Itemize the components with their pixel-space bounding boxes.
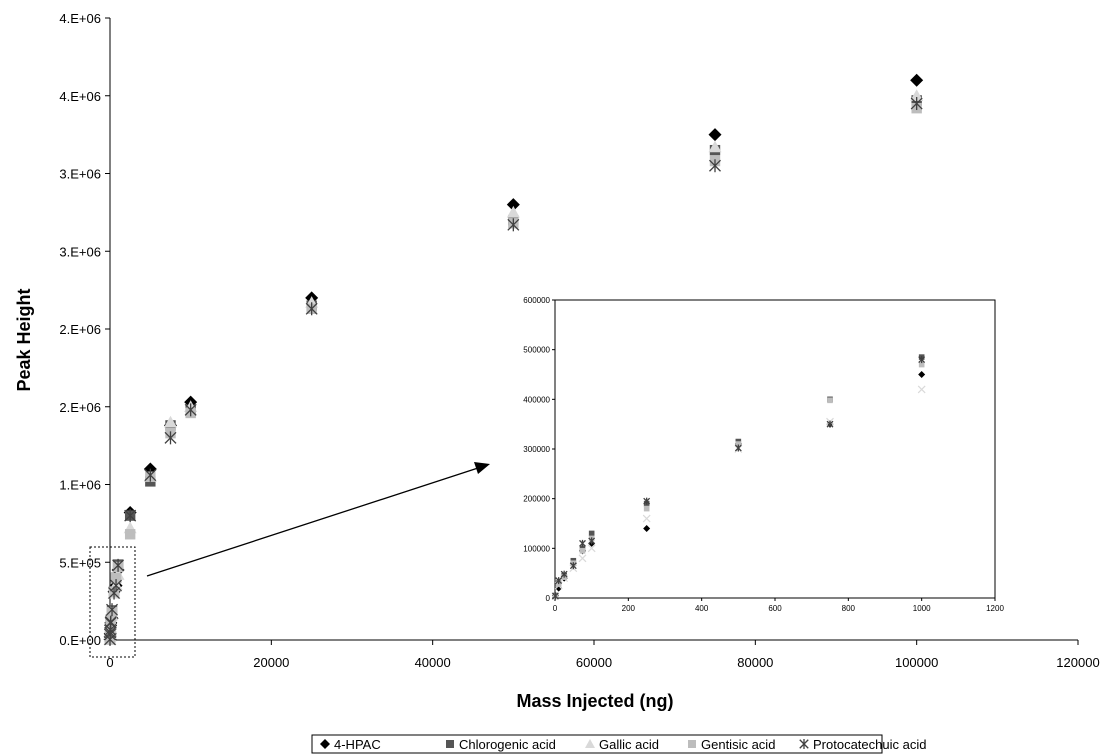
legend-entry-label: Gallic acid (599, 737, 659, 752)
legend-entry-label: 4-HPAC (334, 737, 381, 752)
inset-data-point (643, 524, 651, 532)
inset-x-tick-label: 1200 (986, 604, 1004, 613)
x-tick-label: 120000 (1056, 655, 1099, 670)
y-tick-label: 3.E+06 (59, 167, 101, 182)
legend-marker (799, 739, 809, 749)
data-point (184, 403, 197, 417)
inset-x-tick-label: 400 (695, 604, 709, 613)
y-tick-label: 5.E+05 (59, 555, 101, 570)
data-point (106, 603, 119, 617)
x-axis-title: Mass Injected (ng) (516, 691, 673, 711)
data-point (124, 509, 137, 523)
legend-entry-label: Gentisic acid (701, 737, 775, 752)
zoom-region-box (89, 546, 136, 658)
data-point (108, 586, 121, 600)
legend: 4-HPAC Chlorogenic acid Gallic acid Gentisi… (311, 734, 926, 754)
inset-data-point (579, 539, 586, 547)
inset-data-point (569, 562, 577, 570)
inset-y-tick-label: 300000 (523, 445, 550, 454)
inset-data-point (588, 530, 595, 537)
data-point (124, 529, 136, 540)
zoom-arrow (146, 462, 490, 577)
x-tick-label: 80000 (737, 655, 773, 670)
data-point (110, 579, 123, 593)
inset-y-tick-label: 400000 (523, 395, 550, 404)
legend-marker (446, 740, 454, 748)
arrow-head (474, 462, 490, 474)
y-tick-label: 4.E+06 (59, 11, 101, 26)
inset-y-tick-label: 200000 (523, 495, 550, 504)
data-point (164, 431, 177, 445)
main-tick-labels: 0.E+00 5.E+05 1.E+06 2.E+06 2.E+06 3.E+06 3.E+… (59, 11, 1099, 670)
inset-x-tick-label: 800 (842, 604, 856, 613)
data-point (164, 415, 177, 428)
inset-data-point (560, 570, 568, 578)
inset-y-tick-label: 500000 (523, 346, 550, 355)
inset-data-point (588, 537, 596, 545)
y-tick-label: 1.E+06 (59, 478, 101, 493)
inset-data-point (735, 441, 742, 447)
data-point (910, 73, 924, 87)
inset-data-point (734, 444, 742, 452)
inset-data-point (918, 361, 925, 368)
data-point (110, 572, 122, 584)
inset-data-point (587, 544, 596, 553)
data-point (112, 558, 125, 572)
inset-data-point (643, 497, 651, 505)
y-tick-label: 0.E+00 (59, 633, 101, 648)
legend-marker (320, 739, 330, 749)
x-tick-label: 0 (106, 655, 113, 670)
y-tick-label: 2.E+06 (59, 400, 101, 415)
inset-data-point (579, 548, 586, 554)
main-data-points (103, 73, 924, 646)
inset-x-tick-label: 0 (553, 604, 558, 613)
inset-frame (554, 299, 996, 599)
data-point (305, 302, 318, 316)
y-tick-label: 3.E+06 (59, 244, 101, 259)
inset-data-point (826, 420, 834, 428)
data-point (910, 89, 924, 101)
inset-x-tick-label: 600 (768, 604, 782, 613)
data-point (104, 615, 117, 629)
data-point (144, 468, 157, 482)
data-point (709, 159, 721, 173)
inset-x-tick-label: 1000 (913, 604, 931, 613)
inset-data-point (918, 371, 926, 378)
inset-data-point (551, 592, 559, 600)
legend-marker (585, 739, 595, 748)
inset-data-point (827, 397, 833, 404)
inset-data-point (643, 505, 650, 512)
inset-chart: 0 100000 200000 300000 400000 500000 600000 0 20… (523, 296, 1004, 613)
inset-data-point (918, 356, 926, 364)
data-point (506, 205, 520, 218)
y-tick-label: 2.E+06 (59, 322, 101, 337)
inset-y-tick-label: 0 (546, 594, 551, 603)
inset-data-point (555, 577, 563, 585)
x-tick-label: 100000 (895, 655, 938, 670)
inset-y-tick-label: 600000 (523, 296, 550, 305)
inset-data-point (917, 385, 926, 394)
legend-box (311, 734, 883, 754)
zoom-box-outline (89, 546, 136, 658)
x-tick-label: 60000 (576, 655, 612, 670)
data-point (507, 218, 520, 232)
y-tick-label: 4.E+06 (59, 89, 101, 104)
data-point (910, 97, 923, 111)
data-point (506, 198, 520, 212)
inset-data-point (642, 514, 651, 523)
inset-x-tick-label: 200 (622, 604, 636, 613)
legend-entry-label: Chlorogenic acid (459, 737, 556, 752)
legend-marker (688, 740, 696, 748)
arrow-line (146, 467, 479, 577)
y-axis-title: Peak Height (14, 288, 34, 391)
data-point (708, 128, 722, 142)
x-tick-label: 40000 (415, 655, 451, 670)
inset-y-tick-label: 100000 (523, 544, 550, 553)
inset-data-point (578, 554, 587, 563)
data-point (708, 140, 722, 153)
legend-entry-label: Protocatechuic acid (813, 737, 926, 752)
x-tick-label: 20000 (253, 655, 289, 670)
